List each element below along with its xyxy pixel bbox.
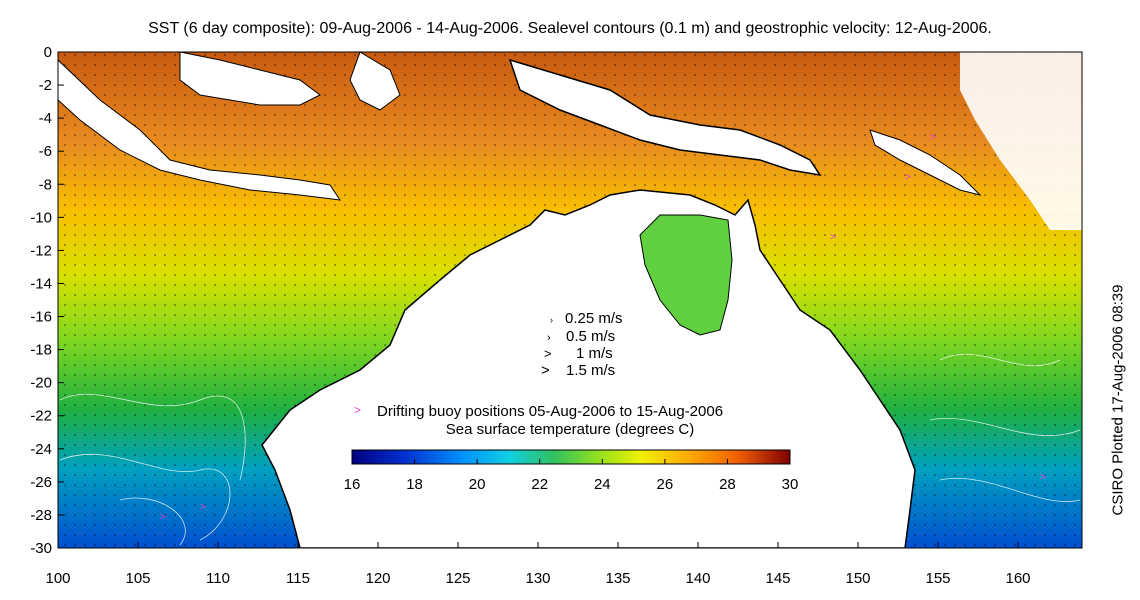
y-tick-label: -6 bbox=[39, 143, 52, 160]
y-tick-label: -16 bbox=[30, 309, 52, 326]
svg-text:>: > bbox=[200, 502, 206, 513]
y-tick-label: -26 bbox=[30, 474, 52, 491]
y-tick-label: -12 bbox=[30, 242, 52, 259]
x-tick-label: 100 bbox=[45, 570, 70, 587]
sulawesi-island bbox=[349, 52, 401, 111]
velocity-arrow-15-icon: > bbox=[541, 362, 550, 379]
colorbar-tick-label: 26 bbox=[657, 476, 674, 493]
buoy-marker-icon: > bbox=[354, 403, 361, 417]
colorbar-tick-label: 30 bbox=[782, 476, 799, 493]
x-tick-label: 115 bbox=[286, 570, 310, 587]
pacific-islands bbox=[869, 129, 982, 196]
y-tick-label: -10 bbox=[30, 209, 52, 226]
colorbar-tick-label: 20 bbox=[469, 476, 486, 493]
borneo-island bbox=[179, 52, 321, 106]
plot-frame bbox=[57, 51, 1083, 549]
sea-level-contours bbox=[59, 353, 1081, 546]
land-patch-northeast bbox=[960, 52, 1082, 230]
velocity-legend-1: 1 m/s bbox=[576, 345, 613, 362]
map-plot-area: > > > > > > bbox=[58, 52, 1082, 548]
x-tick-label: 160 bbox=[1005, 570, 1030, 587]
svg-text:>: > bbox=[160, 512, 166, 523]
x-tick-label: 130 bbox=[525, 570, 550, 587]
x-tick-label: 140 bbox=[685, 570, 710, 587]
gulf-of-carpentaria bbox=[639, 214, 733, 336]
svg-text:>: > bbox=[1040, 472, 1046, 483]
svg-text:>: > bbox=[830, 232, 836, 243]
y-tick-label: -18 bbox=[30, 342, 52, 359]
svg-text:>: > bbox=[930, 132, 936, 143]
y-tick-label: -30 bbox=[30, 540, 52, 557]
colorbar-tick-label: 18 bbox=[406, 476, 423, 493]
y-axis: 0 -2 -4 -6 -8 -10 -12 -14 -16 -18 -20 -22 -24 -26 -28 -… bbox=[30, 44, 64, 557]
colorbar-tick-label: 24 bbox=[594, 476, 611, 493]
velocity-legend-025: 0.25 m/s bbox=[565, 310, 623, 327]
y-tick-label: -28 bbox=[30, 507, 52, 524]
sumatra-java-islands bbox=[58, 59, 342, 201]
colorbar-tick-label: 16 bbox=[344, 476, 361, 493]
colorbar-title: Sea surface temperature (degrees C) bbox=[446, 421, 694, 438]
y-tick-label: -8 bbox=[39, 176, 52, 193]
buoy-position-markers: > > > > > > bbox=[160, 132, 1046, 523]
sst-colorbar: Sea surface temperature (degrees C) 16 18… bbox=[344, 421, 799, 493]
velocity-arrow-025-icon: › bbox=[550, 315, 553, 325]
x-tick-label: 150 bbox=[845, 570, 870, 587]
y-tick-label: -24 bbox=[30, 441, 52, 458]
y-tick-label: -14 bbox=[30, 275, 52, 292]
x-tick-label: 110 bbox=[206, 570, 230, 587]
svg-text:>: > bbox=[905, 172, 911, 183]
x-tick-label: 105 bbox=[125, 570, 150, 587]
y-tick-label: -20 bbox=[30, 375, 52, 392]
x-tick-label: 135 bbox=[605, 570, 630, 587]
y-tick-label: -22 bbox=[30, 408, 52, 425]
x-tick-label: 145 bbox=[765, 570, 790, 587]
y-tick-label: -4 bbox=[39, 110, 52, 127]
velocity-legend-15: 1.5 m/s bbox=[566, 362, 615, 379]
y-tick-label: -2 bbox=[39, 77, 52, 94]
x-tick-label: 120 bbox=[365, 570, 390, 587]
new-guinea-island bbox=[508, 58, 822, 177]
colorbar-bar bbox=[351, 449, 791, 465]
colorbar-tick-label: 22 bbox=[531, 476, 548, 493]
buoy-legend: > Drifting buoy positions 05-Aug-2006 to… bbox=[354, 403, 723, 420]
velocity-legend-05: 0.5 m/s bbox=[566, 328, 615, 345]
x-tick-label: 125 bbox=[445, 570, 470, 587]
map-title: SST (6 day composite): 09-Aug-2006 - 14-… bbox=[148, 20, 992, 37]
x-axis: 100 105 110 115 120 125 130 135 140 145 150 155 160 bbox=[45, 542, 1031, 587]
velocity-arrow-05-icon: › bbox=[547, 332, 551, 344]
colorbar-ticks: 16 18 20 22 24 26 28 30 bbox=[344, 459, 799, 493]
velocity-legend: › 0.25 m/s › 0.5 m/s > 1 m/s > 1.5 m/s bbox=[541, 310, 623, 379]
y-tick-label: 0 bbox=[44, 44, 52, 61]
x-tick-label: 155 bbox=[925, 570, 950, 587]
velocity-arrow-1-icon: > bbox=[544, 346, 552, 361]
colorbar-tick-label: 28 bbox=[719, 476, 736, 493]
buoy-legend-text: Drifting buoy positions 05-Aug-2006 to 1… bbox=[377, 403, 723, 420]
